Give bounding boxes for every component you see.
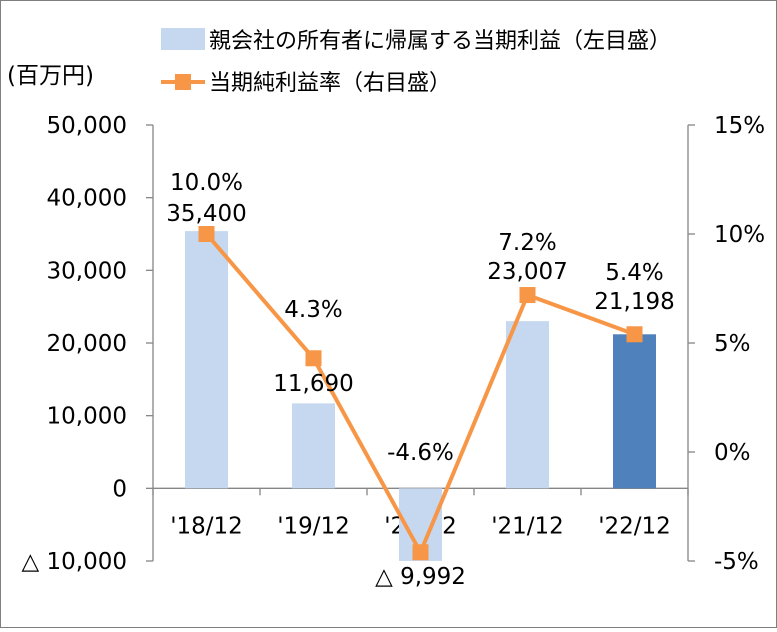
bar-value-label: 21,198 <box>594 289 674 315</box>
legend: 親会社の所有者に帰属する当期利益（左目盛） 当期純利益率（右目盛） <box>161 28 671 96</box>
left-axis-tick-label: 50,000 <box>47 113 127 139</box>
left-axis-tick-label: 10,000 <box>47 404 127 430</box>
data-labels: 35,400 11,690 △ 9,992 23,007 21,198 10.0% 4.3%… <box>166 170 674 590</box>
bar <box>185 231 228 489</box>
left-axis-tick-label: 0 <box>112 476 127 502</box>
bar <box>613 334 656 489</box>
right-axis-tick-label: 15% <box>714 113 765 139</box>
line-marker <box>626 326 643 343</box>
margin-line <box>198 226 643 561</box>
legend-swatch-marker <box>175 74 191 90</box>
legend-label-line: 当期純利益率（右目盛） <box>209 71 451 96</box>
left-axis-tick-label: △ 10,000 <box>22 549 127 575</box>
line-value-label: 10.0% <box>170 170 243 196</box>
right-axis-tick-label: -5% <box>714 549 759 575</box>
line-value-label: -4.6% <box>387 440 454 466</box>
category-label: '19/12 <box>277 513 350 539</box>
legend-label-bar: 親会社の所有者に帰属する当期利益（左目盛） <box>209 29 671 54</box>
legend-swatch-bar <box>161 28 205 50</box>
line-marker <box>519 287 536 304</box>
right-axis-tick-label: 10% <box>714 222 765 248</box>
line-marker <box>305 350 322 367</box>
bar <box>506 321 549 489</box>
unit-label: (百万円) <box>7 63 94 89</box>
category-label: '21/12 <box>491 513 564 539</box>
line-value-label: 5.4% <box>605 260 663 286</box>
bar-value-label: 23,007 <box>487 259 567 285</box>
line-value-label: 4.3% <box>284 297 342 323</box>
bar-value-label: 35,400 <box>166 201 246 227</box>
right-axis-tick-label: 0% <box>714 440 751 466</box>
bar <box>292 403 335 489</box>
left-axis-tick-label: 20,000 <box>47 331 127 357</box>
left-axis-tick-label: 30,000 <box>47 258 127 284</box>
right-axis-tick-label: 5% <box>714 331 751 357</box>
category-label: '22/12 <box>598 513 671 539</box>
left-axis-tick-label: 40,000 <box>47 186 127 212</box>
bars <box>185 231 656 561</box>
bar-value-label: 11,690 <box>273 371 353 397</box>
category-label: '18/12 <box>170 513 243 539</box>
line-value-label: 7.2% <box>498 230 556 256</box>
line-marker <box>198 226 215 242</box>
bar-value-label: △ 9,992 <box>375 564 466 590</box>
line-marker <box>412 544 429 561</box>
axes: 50,000 40,000 30,000 20,000 10,000 0 △ 10,000 1… <box>22 113 766 575</box>
